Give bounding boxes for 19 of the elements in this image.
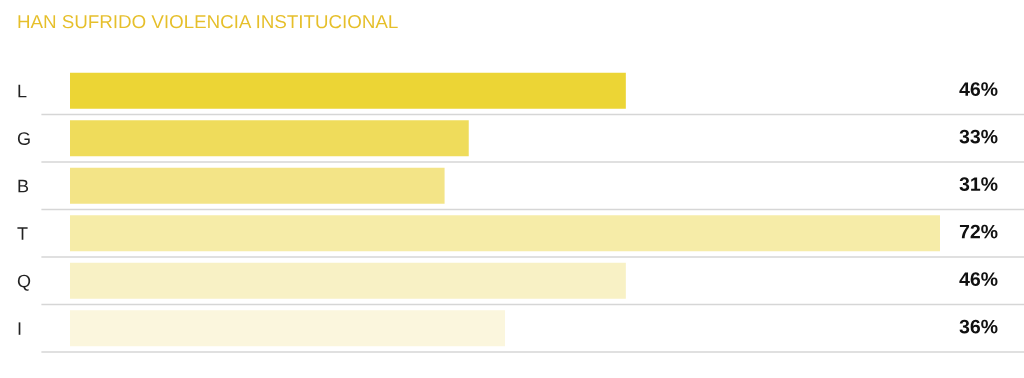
bar [70, 262, 626, 299]
y-tick-label: B [18, 179, 29, 193]
y-tick-label: T [17, 227, 28, 240]
data-label: 46% [959, 272, 998, 286]
y-tick-label: L [18, 84, 27, 98]
y-tick-label: I [18, 322, 21, 335]
data-label: 36% [959, 319, 998, 334]
y-tick-label: G [17, 132, 30, 145]
bar [70, 167, 445, 204]
data-label: 46% [959, 82, 998, 96]
bar [70, 215, 940, 252]
data-label: 31% [959, 177, 998, 191]
bar [70, 72, 626, 109]
y-tick-label: Q [17, 274, 31, 291]
chart-title: HAN SUFRIDO VIOLENCIA INSTITUCIONAL [18, 15, 398, 29]
bar [70, 120, 469, 157]
data-label: 33% [959, 129, 998, 144]
bar [70, 310, 505, 347]
data-label: 72% [959, 224, 998, 239]
